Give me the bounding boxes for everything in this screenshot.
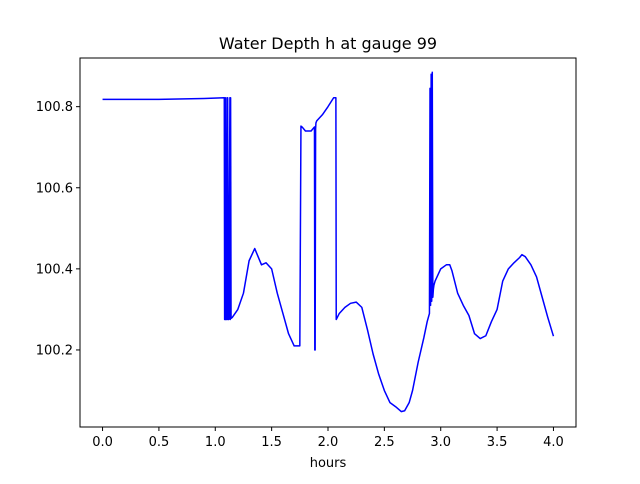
- x-tick-label: 2.0: [318, 435, 339, 450]
- x-axis-label: hours: [310, 456, 347, 471]
- chart-title: Water Depth h at gauge 99: [219, 34, 437, 53]
- x-tick-label: 0.0: [92, 435, 113, 450]
- y-tick-label: 100.4: [36, 262, 73, 277]
- y-tick-label: 100.6: [36, 181, 73, 196]
- x-tick-label: 3.5: [487, 435, 508, 450]
- series-line: [102, 71, 555, 413]
- x-tick-label: 1.0: [205, 435, 226, 450]
- x-tick-label: 1.5: [261, 435, 282, 450]
- y-axis-ticks: 100.2 100.4 100.6 100.8: [36, 100, 80, 358]
- x-tick-label: 4.0: [543, 435, 564, 450]
- x-tick-label: 0.5: [149, 435, 170, 450]
- y-tick-label: 100.8: [36, 100, 73, 115]
- x-tick-label: 3.0: [430, 435, 451, 450]
- y-tick-label: 100.2: [36, 343, 73, 358]
- x-tick-label: 2.5: [374, 435, 395, 450]
- x-axis-ticks: 0.0 0.5 1.0 1.5 2.0 2.5 3.0 3.5 4.0: [92, 427, 564, 450]
